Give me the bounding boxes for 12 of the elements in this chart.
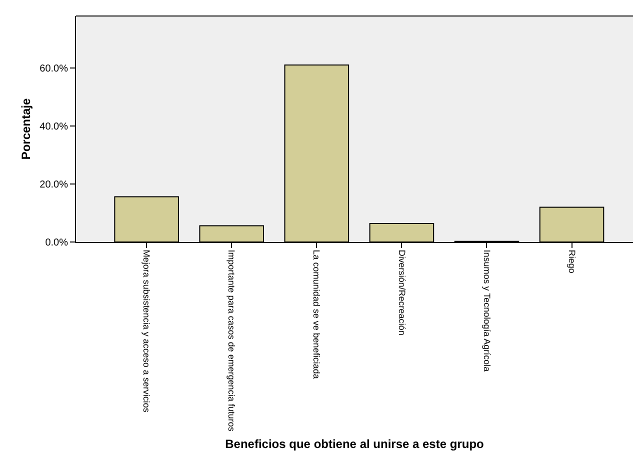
x-tick-label: Diversión/Recreación bbox=[396, 250, 407, 336]
x-tick-label: Insumos y Tecnología Agrícola bbox=[482, 250, 492, 372]
y-tick-label: 0.0% bbox=[45, 238, 68, 248]
x-tick-label: Riego bbox=[566, 250, 577, 274]
x-tick-label: Mejora subsistencia y acceso a servicios bbox=[142, 250, 152, 413]
y-axis-title: Porcentaje bbox=[18, 98, 33, 160]
x-axis-title: Beneficios que obtiene al unirse a este grupo bbox=[225, 436, 484, 451]
y-tick-label: 40.0% bbox=[40, 122, 68, 133]
y-tick-label: 20.0% bbox=[40, 180, 68, 191]
y-tick-label: 60.0% bbox=[40, 64, 68, 75]
x-tick-label: Importante para casos de emergencia futuros bbox=[226, 250, 237, 432]
x-tick-label: La comunidad se ve beneficiada bbox=[312, 250, 322, 379]
